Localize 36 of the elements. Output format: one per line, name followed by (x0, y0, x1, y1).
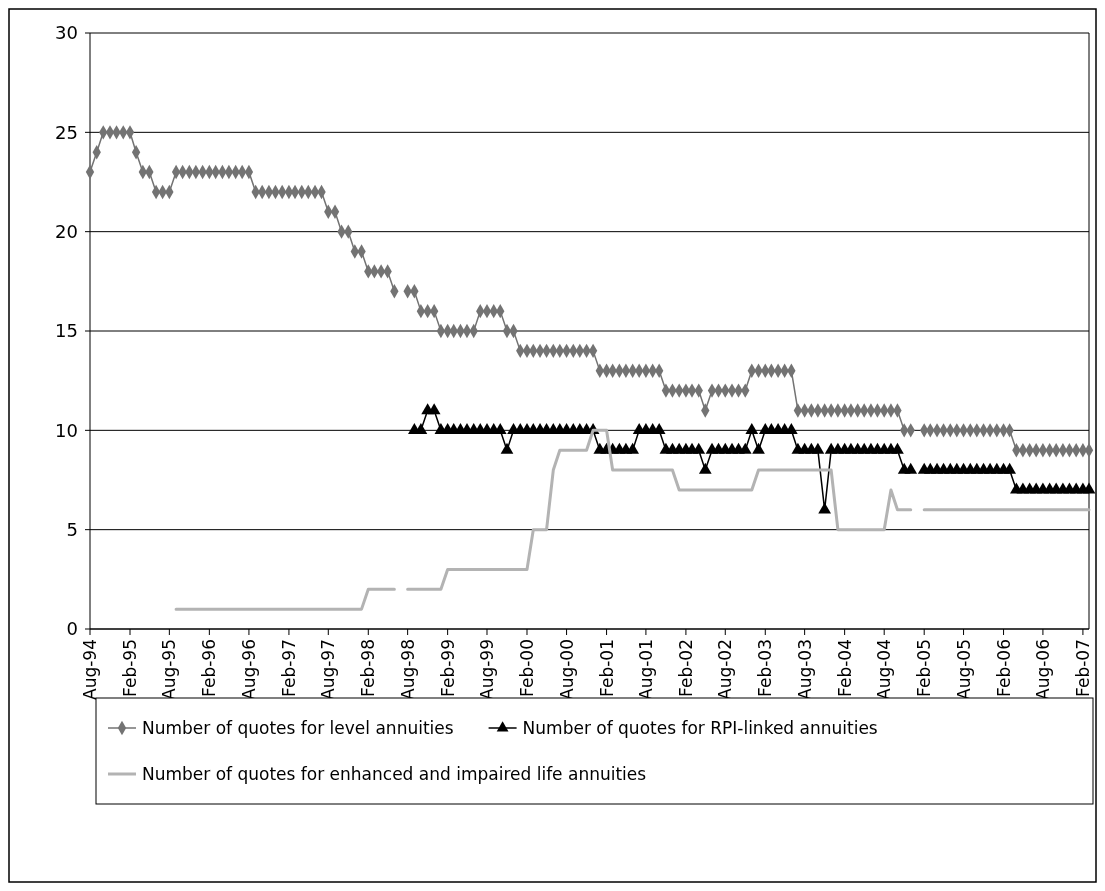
legend-label: Number of quotes for enhanced and impaired life annuities (142, 763, 647, 784)
x-tick-label: Feb-02 (675, 639, 696, 697)
y-tick-label: 30 (55, 22, 78, 44)
legend-label: Number of quotes for RPI-linked annuities (522, 717, 878, 738)
y-tick-label: 25 (55, 121, 78, 143)
x-tick-label: Aug-04 (874, 639, 895, 700)
x-tick-label: Feb-01 (596, 639, 617, 697)
x-tick-label: Aug-94 (79, 639, 100, 700)
x-tick-label: Feb-95 (119, 639, 140, 697)
y-tick-label: 5 (66, 518, 78, 540)
x-tick-label: Feb-98 (358, 639, 379, 697)
x-tick-label: Feb-07 (1072, 639, 1093, 697)
x-tick-label: Aug-06 (1032, 639, 1053, 700)
x-tick-label: Aug-03 (794, 639, 815, 700)
x-tick-label: Aug-98 (397, 639, 418, 700)
x-tick-label: Aug-95 (159, 639, 180, 700)
y-tick-label: 0 (66, 618, 78, 640)
legend-label: Number of quotes for level annuities (142, 717, 454, 738)
x-tick-label: Feb-03 (755, 639, 776, 697)
x-tick-label: Aug-97 (318, 639, 339, 700)
x-tick-label: Aug-96 (238, 639, 259, 700)
x-tick-label: Aug-02 (715, 639, 736, 700)
x-tick-label: Aug-05 (953, 639, 974, 700)
x-tick-label: Feb-97 (278, 639, 299, 697)
y-tick-label: 10 (55, 419, 78, 441)
x-tick-label: Feb-06 (993, 639, 1014, 697)
y-tick-label: 15 (55, 320, 78, 342)
x-tick-label: Aug-00 (556, 639, 577, 700)
x-tick-label: Aug-01 (635, 639, 656, 700)
x-tick-label: Feb-04 (834, 639, 855, 697)
y-tick-label: 20 (55, 220, 78, 242)
x-tick-label: Feb-96 (199, 639, 220, 697)
x-tick-label: Feb-05 (914, 639, 935, 697)
x-tick-label: Feb-99 (437, 639, 458, 697)
x-tick-label: Aug-99 (476, 639, 497, 700)
x-tick-label: Feb-00 (516, 639, 537, 697)
